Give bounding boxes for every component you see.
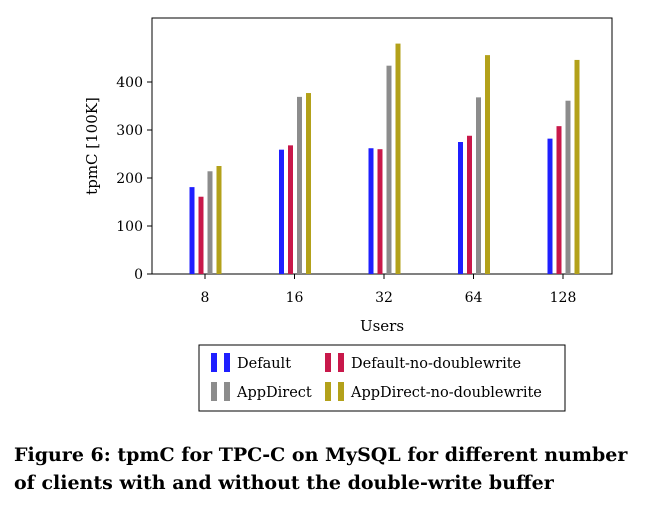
x-tick-label: 64 (465, 290, 483, 306)
legend-label-default-no-doublewrite: Default-no-doublewrite (351, 356, 521, 372)
figure-caption: Figure 6: tpmC for TPC-C on MySQL for di… (14, 444, 628, 494)
y-axis-ticks: 0 100 200 300 400 (116, 75, 152, 283)
bar-appdirect-no-doublewrite-8 (216, 166, 222, 274)
bar-default-no-doublewrite-16 (288, 145, 293, 274)
legend-swatch-default-no-doublewrite-a (325, 353, 331, 372)
legend-swatch-default-b (224, 353, 230, 372)
y-axis-title: tpmC [100K] (83, 97, 101, 195)
x-axis-ticks: 8 16 32 64 128 (201, 274, 577, 306)
bar-appdirect-no-doublewrite-32 (395, 43, 401, 274)
y-tick-label: 0 (134, 267, 143, 283)
bar-default-8 (189, 187, 195, 274)
bar-default-no-doublewrite-8 (198, 196, 204, 274)
y-tick-label: 400 (116, 75, 143, 91)
x-tick-label: 128 (550, 290, 577, 306)
y-tick-label: 100 (116, 219, 143, 235)
legend-label-appdirect-no-doublewrite: AppDirect-no-doublewrite (350, 385, 542, 401)
legend-items: Default Default-no-doublewrite AppDirect Ap… (211, 353, 542, 401)
legend-swatch-appdirect-no-doublewrite-b (338, 382, 344, 401)
x-axis-title: Users (360, 317, 404, 335)
legend-label-default: Default (237, 356, 291, 372)
bar-appdirect-8 (207, 171, 213, 274)
bar-default-16 (279, 149, 284, 274)
bar-appdirect-no-doublewrite-16 (306, 93, 311, 274)
legend-swatch-appdirect-no-doublewrite-a (325, 382, 331, 401)
legend-label-appdirect: AppDirect (236, 385, 312, 401)
bar-appdirect-32 (386, 65, 392, 275)
x-tick-label: 32 (375, 290, 393, 306)
bar-appdirect-no-doublewrite-128 (574, 59, 580, 274)
legend-swatch-appdirect-a (211, 382, 217, 401)
y-tick-label: 300 (116, 123, 143, 139)
bar-default-no-doublewrite-32 (377, 149, 383, 274)
legend: Default Default-no-doublewrite AppDirect Ap… (198, 344, 566, 412)
x-tick-label: 8 (201, 290, 210, 306)
bar-default-no-doublewrite-128 (556, 126, 562, 274)
bar-default-64 (458, 142, 463, 274)
legend-frame (198, 344, 566, 412)
bar-appdirect-16 (297, 96, 302, 274)
legend-swatch-appdirect-b (224, 382, 230, 401)
bar-default-no-doublewrite-64 (467, 135, 472, 274)
legend-swatch-default-no-doublewrite-b (338, 353, 344, 372)
legend-swatch-default-a (211, 353, 217, 372)
y-tick-label: 200 (116, 171, 143, 187)
bar-appdirect-no-doublewrite-64 (485, 55, 490, 275)
bar-appdirect-64 (476, 97, 481, 274)
bar-chart: 0 100 200 300 400 8 16 32 64 128 Users tpmC [100… (83, 17, 613, 412)
bar-default-128 (547, 138, 553, 274)
bar-appdirect-128 (565, 100, 571, 274)
x-tick-label: 16 (286, 290, 304, 306)
bars-group (189, 43, 580, 275)
bar-default-32 (368, 148, 374, 274)
